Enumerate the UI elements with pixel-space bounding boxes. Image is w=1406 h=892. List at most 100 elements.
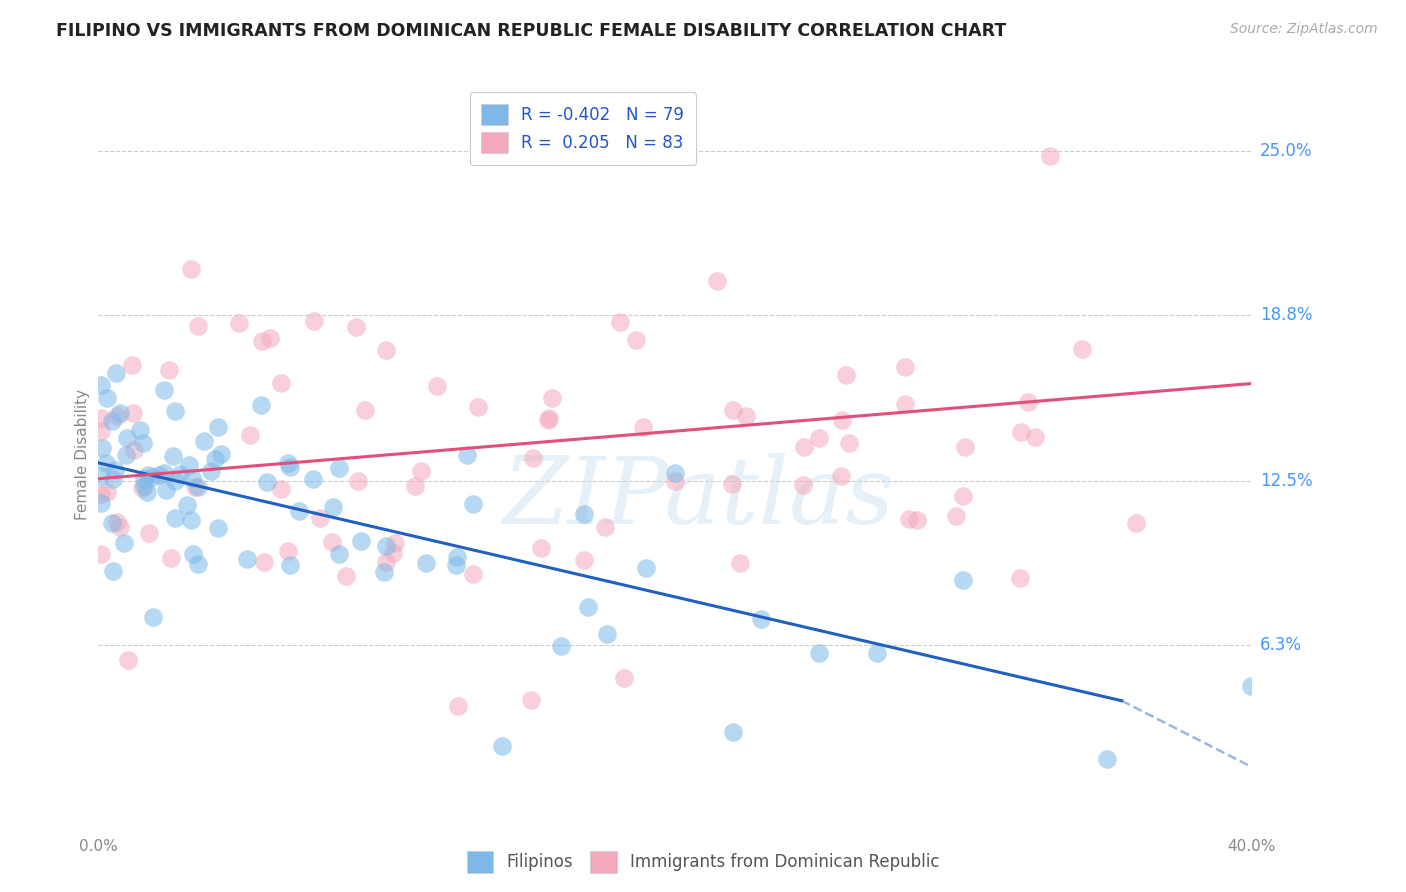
Point bbox=[90, 496, 112, 510]
Point bbox=[1008, 570, 1031, 584]
Point bbox=[830, 468, 852, 483]
Point bbox=[252, 334, 274, 348]
Point bbox=[117, 652, 139, 666]
Point bbox=[1097, 752, 1119, 766]
Point bbox=[409, 464, 432, 478]
Point bbox=[613, 672, 636, 686]
Legend: R = -0.402   N = 79, R =  0.205   N = 83: R = -0.402 N = 79, R = 0.205 N = 83 bbox=[470, 92, 696, 165]
Point bbox=[160, 550, 183, 565]
Point bbox=[537, 412, 560, 426]
Point bbox=[129, 423, 152, 437]
Point bbox=[808, 431, 831, 445]
Point bbox=[180, 513, 202, 527]
Point bbox=[187, 558, 209, 572]
Point bbox=[90, 468, 112, 483]
Point bbox=[344, 320, 367, 334]
Point bbox=[132, 479, 155, 493]
Point bbox=[90, 410, 112, 425]
Point bbox=[721, 403, 744, 417]
Point bbox=[520, 693, 543, 707]
Point bbox=[456, 448, 478, 462]
Point bbox=[239, 428, 262, 442]
Point bbox=[101, 472, 124, 486]
Point bbox=[142, 610, 165, 624]
Point bbox=[277, 543, 299, 558]
Point bbox=[721, 725, 744, 739]
Point bbox=[278, 558, 301, 573]
Point bbox=[382, 546, 405, 560]
Text: 12.5%: 12.5% bbox=[1260, 473, 1312, 491]
Point bbox=[253, 555, 276, 569]
Text: ZIPatlas: ZIPatlas bbox=[502, 453, 894, 542]
Point bbox=[91, 441, 114, 455]
Point bbox=[181, 547, 204, 561]
Point bbox=[1039, 149, 1062, 163]
Point bbox=[751, 612, 773, 626]
Point bbox=[162, 450, 184, 464]
Point bbox=[375, 556, 398, 570]
Point bbox=[734, 409, 756, 424]
Point bbox=[105, 366, 128, 380]
Point bbox=[624, 333, 647, 347]
Point bbox=[138, 468, 160, 483]
Point bbox=[728, 556, 751, 570]
Point bbox=[183, 479, 205, 493]
Point bbox=[578, 600, 600, 615]
Point bbox=[354, 403, 377, 417]
Point bbox=[132, 472, 155, 486]
Point bbox=[204, 452, 226, 467]
Point bbox=[808, 646, 831, 660]
Point bbox=[447, 698, 470, 713]
Point bbox=[522, 451, 544, 466]
Point bbox=[114, 449, 136, 463]
Point bbox=[375, 343, 398, 358]
Point bbox=[1017, 395, 1039, 409]
Point bbox=[328, 461, 350, 475]
Point bbox=[157, 363, 180, 377]
Point bbox=[838, 435, 860, 450]
Point bbox=[176, 498, 198, 512]
Point bbox=[100, 516, 122, 530]
Point bbox=[250, 399, 273, 413]
Point bbox=[112, 535, 135, 549]
Point bbox=[193, 434, 215, 448]
Point bbox=[96, 392, 118, 406]
Text: 25.0%: 25.0% bbox=[1260, 142, 1312, 160]
Point bbox=[664, 466, 686, 480]
Point bbox=[350, 533, 373, 548]
Point bbox=[131, 482, 153, 496]
Text: 0.0%: 0.0% bbox=[79, 839, 118, 855]
Point bbox=[108, 406, 131, 420]
Point bbox=[866, 646, 889, 660]
Point bbox=[108, 519, 131, 533]
Point bbox=[155, 483, 177, 498]
Point bbox=[200, 464, 222, 478]
Point bbox=[308, 510, 330, 524]
Point bbox=[596, 626, 619, 640]
Point bbox=[235, 552, 257, 566]
Point bbox=[347, 474, 370, 488]
Point bbox=[636, 560, 658, 574]
Point bbox=[104, 463, 127, 477]
Point bbox=[426, 379, 449, 393]
Point bbox=[631, 420, 654, 434]
Point bbox=[90, 547, 112, 561]
Point bbox=[384, 536, 406, 550]
Point bbox=[148, 468, 170, 483]
Point bbox=[187, 480, 209, 494]
Point bbox=[288, 504, 311, 518]
Point bbox=[209, 446, 232, 460]
Text: 18.8%: 18.8% bbox=[1260, 306, 1312, 324]
Point bbox=[373, 565, 395, 579]
Point bbox=[90, 487, 112, 501]
Point bbox=[181, 471, 204, 485]
Point bbox=[905, 513, 928, 527]
Point bbox=[179, 458, 201, 472]
Point bbox=[163, 511, 186, 525]
Point bbox=[207, 521, 229, 535]
Point bbox=[132, 435, 155, 450]
Point bbox=[1024, 429, 1046, 443]
Point bbox=[278, 460, 301, 475]
Point bbox=[1071, 342, 1094, 356]
Point bbox=[894, 397, 917, 411]
